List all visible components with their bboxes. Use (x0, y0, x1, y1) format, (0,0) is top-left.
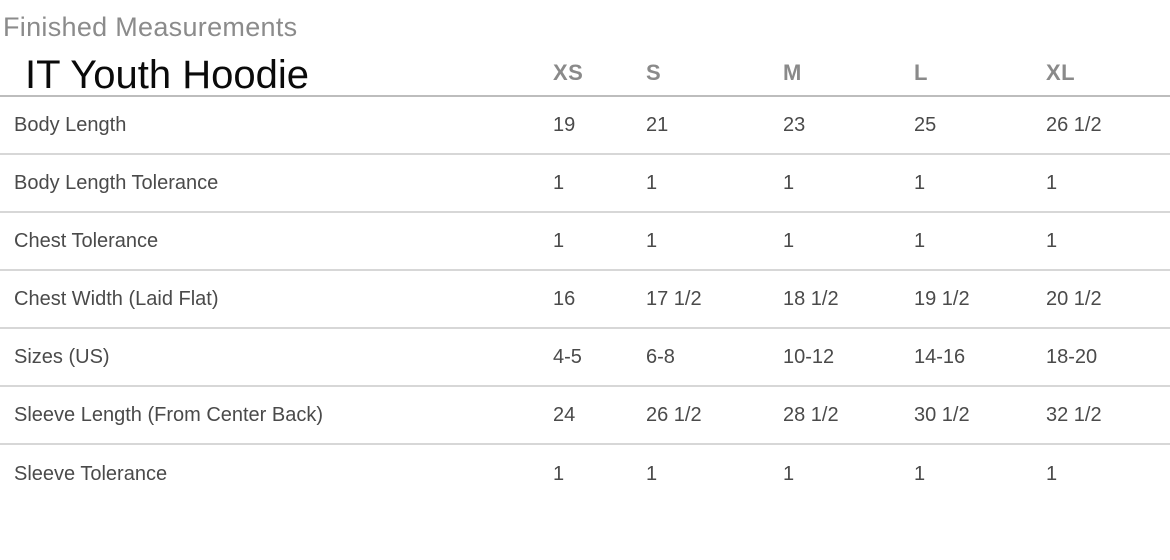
measurement-value: 10-12 (783, 345, 835, 368)
measurement-value: 19 1/2 (914, 287, 970, 310)
measurement-label: Body Length (14, 113, 127, 136)
section-title: Finished Measurements (3, 12, 298, 42)
table-row: Chest Width (Laid Flat) 16 17 1/2 18 1/2 19… (0, 271, 1170, 329)
measurement-value: 26 1/2 (1046, 113, 1102, 136)
measurement-value: 1 (783, 229, 795, 252)
measurement-value: 1 (646, 229, 658, 252)
measurement-label: Body Length Tolerance (14, 171, 219, 194)
measurement-value: 18 1/2 (783, 287, 839, 310)
table-body: Body Length 19 21 23 25 26 1/2 Body Length T… (0, 97, 1170, 503)
measurement-value: 1 (646, 462, 658, 485)
size-column-header: XS (553, 60, 584, 85)
measurement-label: Chest Width (Laid Flat) (14, 287, 219, 310)
measurement-value: 25 (914, 113, 937, 136)
table-row: Body Length 19 21 23 25 26 1/2 (0, 97, 1170, 155)
measurement-value: 1 (1046, 462, 1058, 485)
measurement-value: 1 (914, 171, 926, 194)
size-column-header: S (646, 60, 662, 85)
measurement-value: 21 (646, 113, 669, 136)
measurement-value: 1 (1046, 171, 1058, 194)
measurement-value: 6-8 (646, 345, 675, 368)
measurement-value: 32 1/2 (1046, 403, 1102, 426)
measurement-value: 17 1/2 (646, 287, 702, 310)
measurement-value: 28 1/2 (783, 403, 839, 426)
product-title: IT Youth Hoodie (25, 53, 309, 97)
measurement-value: 30 1/2 (914, 403, 970, 426)
measurement-value: 4-5 (553, 345, 582, 368)
measurement-value: 1 (783, 462, 795, 485)
table-row: Sleeve Tolerance 1 1 1 1 1 (0, 445, 1170, 503)
measurement-value: 24 (553, 403, 576, 426)
size-column-header: L (914, 60, 928, 85)
measurement-value: 1 (646, 171, 658, 194)
measurement-value: 1 (914, 462, 926, 485)
measurement-value: 1 (783, 171, 795, 194)
measurement-value: 20 1/2 (1046, 287, 1102, 310)
measurement-label: Sizes (US) (14, 345, 110, 368)
table-row: Sleeve Length (From Center Back) 24 26 1/… (0, 387, 1170, 445)
measurement-label: Chest Tolerance (14, 229, 159, 252)
measurement-value: 23 (783, 113, 806, 136)
table-header-row: IT Youth Hoodie XS S M L XL (0, 43, 1170, 97)
measurement-value: 16 (553, 287, 576, 310)
measurement-value: 1 (914, 229, 926, 252)
size-column-header: M (783, 60, 802, 85)
measurement-value: 18-20 (1046, 345, 1098, 368)
table-row: Body Length Tolerance 1 1 1 1 1 (0, 155, 1170, 213)
measurement-value: 19 (553, 113, 576, 136)
measurement-value: 1 (553, 171, 565, 194)
measurement-value: 1 (1046, 229, 1058, 252)
table-row: Chest Tolerance 1 1 1 1 1 (0, 213, 1170, 271)
measurement-label: Sleeve Tolerance (14, 462, 168, 485)
table-row: Sizes (US) 4-5 6-8 10-12 14-16 18-20 (0, 329, 1170, 387)
measurement-value: 14-16 (914, 345, 966, 368)
measurement-value: 26 1/2 (646, 403, 702, 426)
measurement-value: 1 (553, 229, 565, 252)
measurement-label: Sleeve Length (From Center Back) (14, 403, 324, 426)
measurement-value: 1 (553, 462, 565, 485)
size-column-header: XL (1046, 60, 1076, 85)
